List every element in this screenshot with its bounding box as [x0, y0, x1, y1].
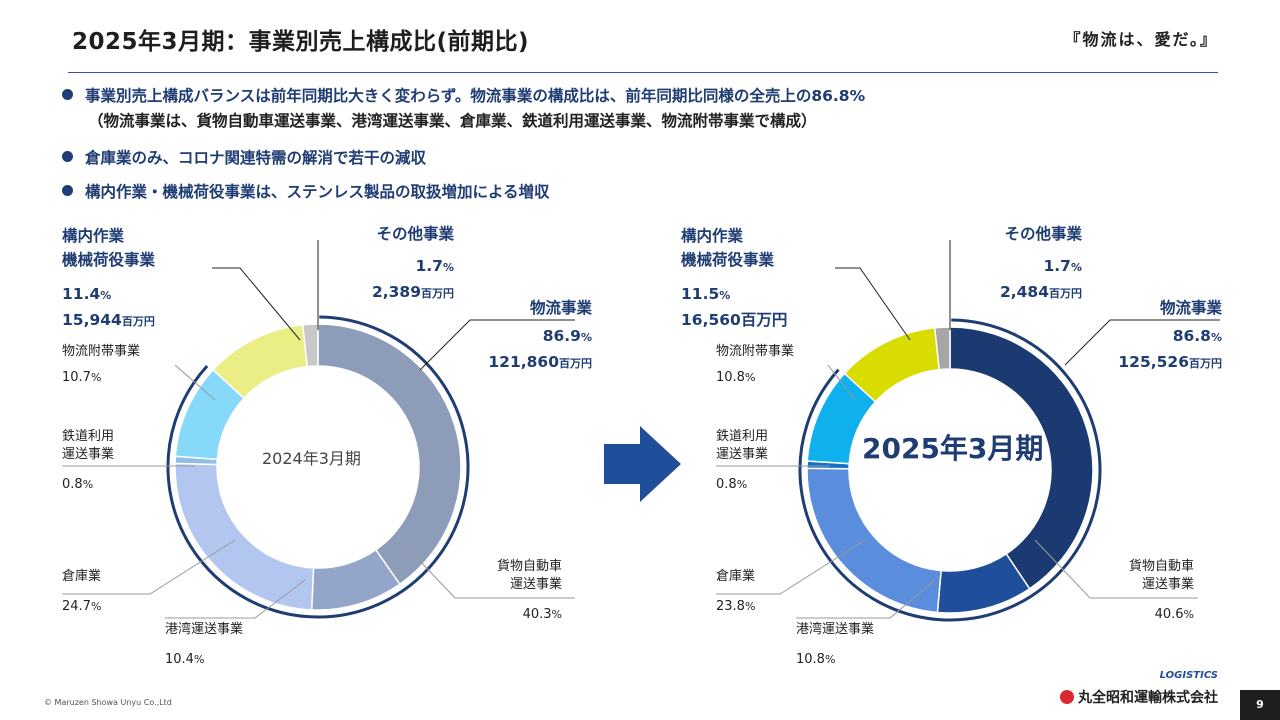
right-arrow-icon: [604, 426, 681, 502]
bullet-3: 構内作業・機械荷役事業は、ステンレス製品の取扱増加による増収: [62, 180, 550, 202]
bullet-2: 倉庫業のみ、コロナ関連特需の解消で若干の減収: [62, 146, 426, 168]
company-logo: LOGISTICS 丸全昭和運輸株式会社: [1060, 670, 1218, 707]
company-mark-icon: [1060, 690, 1074, 704]
label-rail-2024: 鉄道利用 運送事業 0.8%: [62, 429, 115, 492]
leader-line: [716, 539, 866, 595]
leader-line: [165, 579, 306, 619]
title-divider: [68, 72, 1218, 73]
bullet-dot-icon: [62, 151, 73, 162]
leader-line: [1034, 539, 1198, 599]
donut-slice-truck: [317, 323, 462, 586]
label-warehouse-2025: 倉庫業 23.8%: [716, 569, 756, 614]
leader-line: [419, 319, 471, 371]
leader-line: [62, 539, 236, 595]
label-other-2025: その他事業 1.7% 2,484百万円: [999, 225, 1082, 301]
bullet-1-sub: （物流事業は、貨物自動車運送事業、港湾運送事業、倉庫業、鉄道利用運送事業、物流附…: [88, 112, 817, 130]
bullet-dot-icon: [62, 89, 73, 100]
leader-lines: [62, 240, 1220, 619]
label-port-2025: 港湾運送事業 10.8%: [796, 622, 875, 667]
label-rail-2025: 鉄道利用 運送事業 0.8%: [716, 429, 769, 492]
company-name: 丸全昭和運輸株式会社: [1078, 690, 1218, 706]
slogan: 『物流は、愛だ。』: [1064, 30, 1218, 49]
center-label-2025: 2025年3月期: [862, 432, 1044, 465]
donut-slice-warehouse: [174, 462, 315, 611]
leader-line: [827, 364, 856, 401]
donut-2024: [166, 315, 470, 619]
label-port-2024: 港湾運送事業 10.4%: [165, 622, 244, 667]
logistics-logo: LOGISTICS: [1159, 670, 1218, 681]
label-ancillary-2024: 物流附帯事業 10.7%: [62, 344, 141, 385]
label-logistics-2025: 物流事業 86.8% 125,526百万円: [1118, 299, 1222, 371]
leader-line: [1064, 319, 1111, 366]
label-ancillary-2025: 物流附帯事業 10.8%: [716, 344, 795, 385]
label-truck-2025: 貨物自動車 運送事業 40.6%: [1128, 559, 1194, 622]
center-label-2024: 2024年3月期: [262, 449, 361, 468]
label-truck-2024: 貨物自動車 運送事業 40.3%: [496, 559, 562, 622]
donut-slice-other: [301, 323, 319, 368]
label-onsite-2025: 構内作業 機械荷役事業 11.5% 16,560百万円: [681, 227, 788, 329]
leader-line: [796, 579, 936, 619]
copyright-text: © Maruzen Showa Unyu Co.,Ltd: [44, 698, 172, 707]
leader-line: [835, 267, 911, 341]
donut-2025: [798, 318, 1102, 622]
logistics-group-arc: [798, 318, 1102, 622]
leader-line: [399, 539, 575, 599]
label-logistics-2024: 物流事業 86.9% 121,860百万円: [488, 299, 592, 371]
bullet-dot-icon: [62, 185, 73, 196]
donut-slice-warehouse: [806, 467, 942, 614]
bullet-1: 事業別売上構成バランスは前年同期比大きく変わらず。物流事業の構成比は、前年同期比…: [62, 84, 865, 106]
logistics-group-arc: [166, 315, 470, 619]
label-onsite-2024: 構内作業 機械荷役事業 11.4% 15,944百万円: [62, 227, 156, 329]
label-warehouse-2024: 倉庫業 24.7%: [62, 569, 102, 614]
leader-line: [212, 267, 301, 341]
label-other-2024: その他事業 1.7% 2,389百万円: [371, 225, 454, 301]
donut-slice-truck: [949, 326, 1094, 590]
page-title: 2025年3月期：事業別売上構成比(前期比): [72, 29, 530, 55]
donut-slice-other: [933, 326, 951, 371]
leader-line: [174, 364, 216, 401]
page-number: 9: [1240, 690, 1280, 720]
